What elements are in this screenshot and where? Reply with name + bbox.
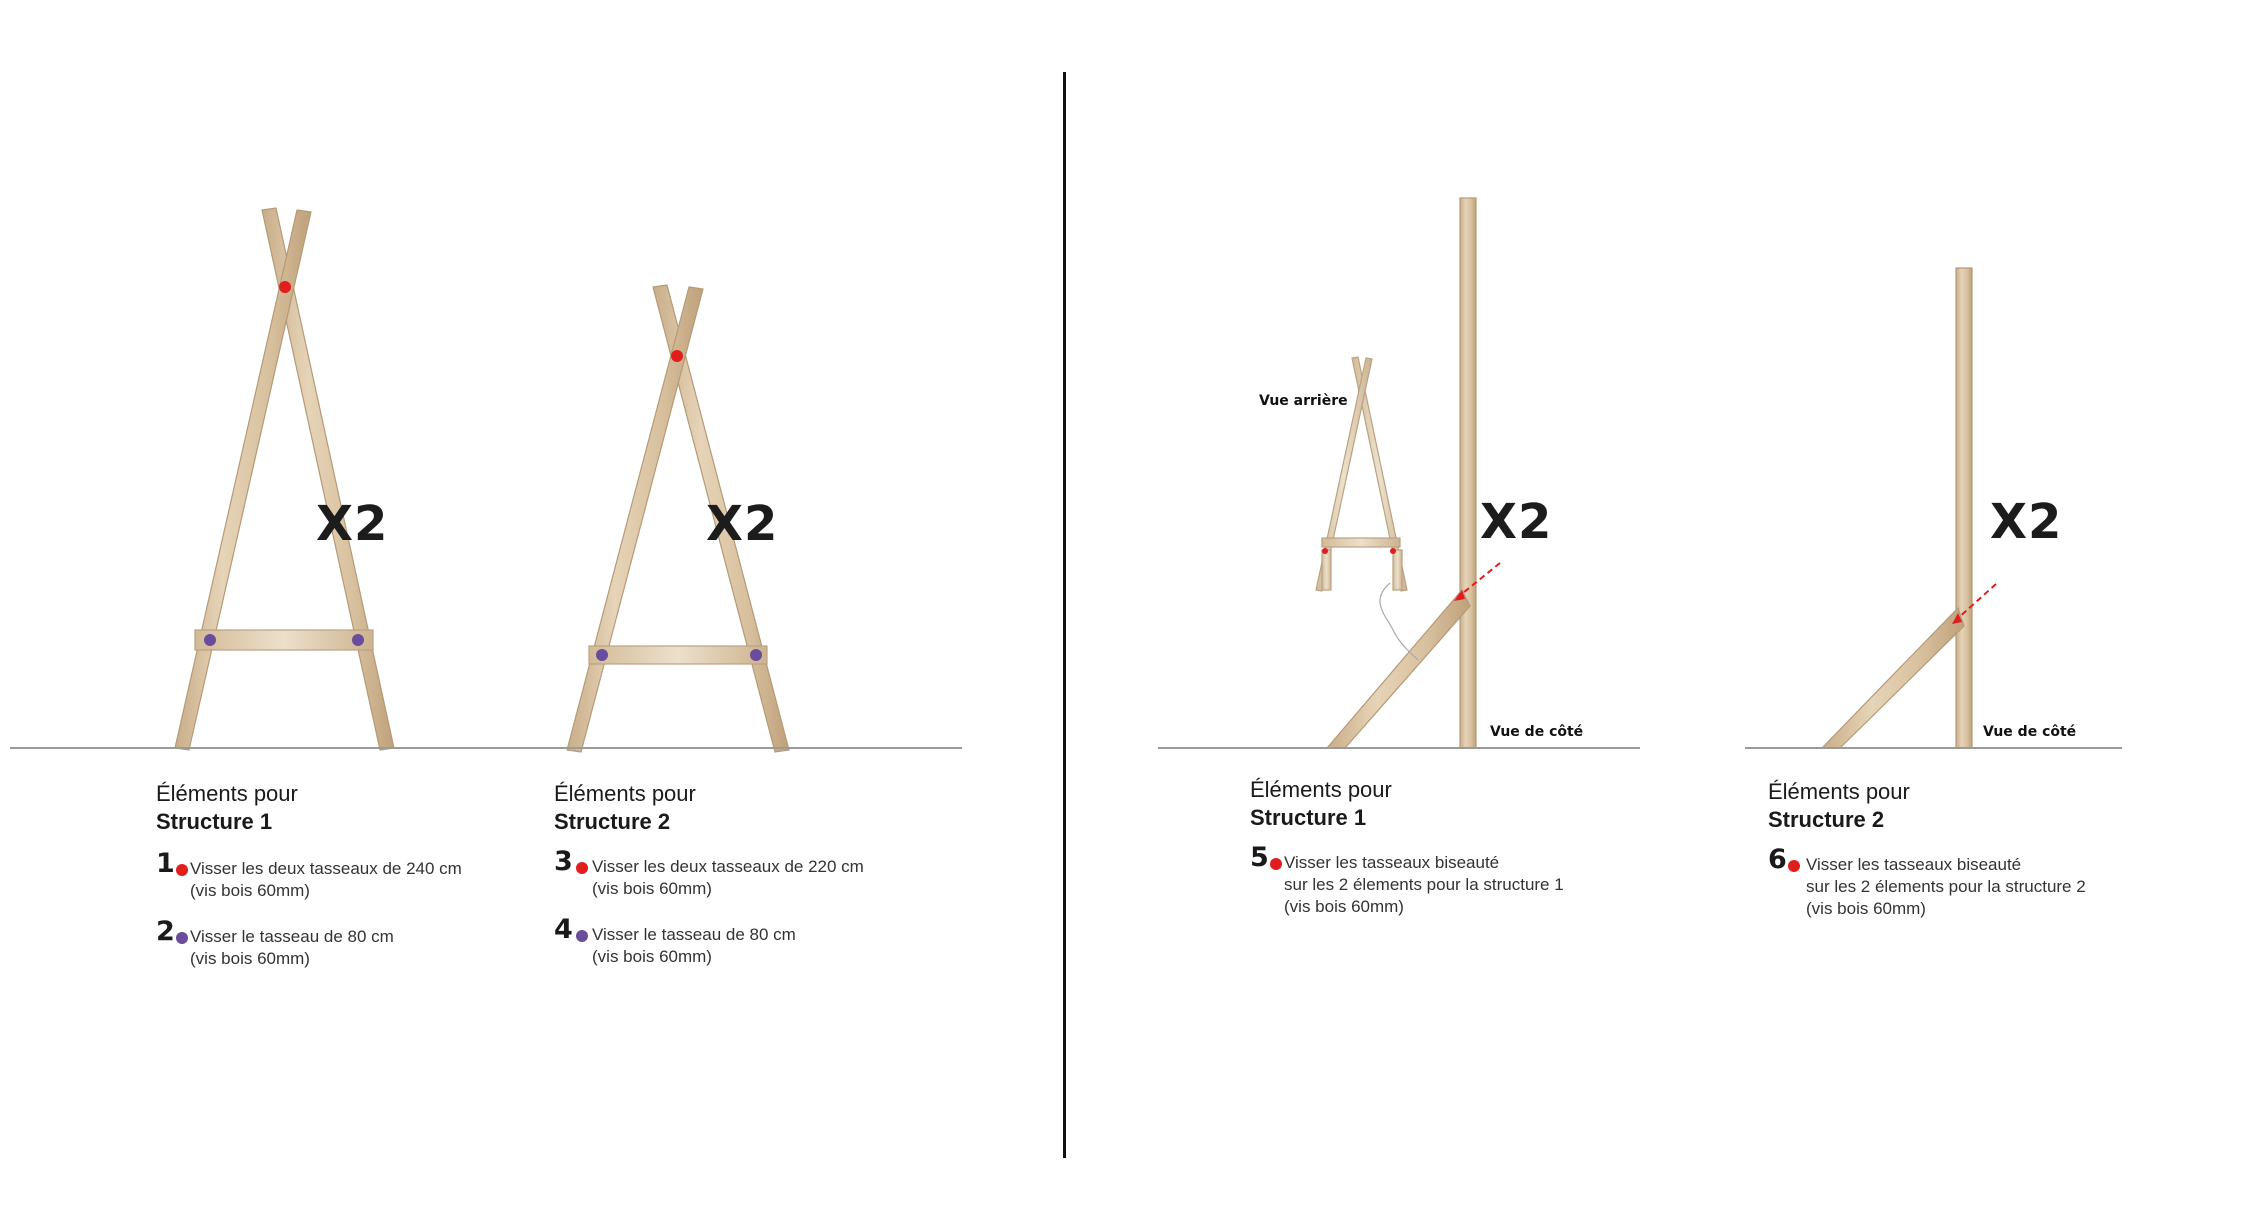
structure-title: Structure 1 bbox=[1250, 805, 1367, 830]
multiplier-label: X2 bbox=[1480, 494, 1553, 550]
instructions-structure-2: Éléments pour Structure 2 3 Visser les d… bbox=[554, 780, 934, 968]
view-label-rear: Vue arrière bbox=[1259, 393, 1348, 409]
step-number: 2 bbox=[156, 916, 175, 947]
panel-divider bbox=[1063, 72, 1066, 1158]
screw-purple-marker bbox=[596, 649, 608, 661]
step-item: 5 Visser les tasseaux biseauté sur les 2… bbox=[1250, 844, 1690, 918]
step-number: 1 bbox=[156, 848, 175, 879]
heading-text: Éléments pour bbox=[1250, 777, 1392, 802]
section-heading: Éléments pour Structure 1 bbox=[1250, 776, 1690, 832]
step-number: 5 bbox=[1250, 842, 1269, 873]
step-text: Visser le tasseau de 80 cm (vis bois 60m… bbox=[592, 925, 796, 966]
multiplier-label: X2 bbox=[706, 496, 779, 552]
screw-red-marker bbox=[671, 350, 683, 362]
step-text: Visser les deux tasseaux de 220 cm (vis … bbox=[592, 857, 864, 898]
screw-purple-marker bbox=[204, 634, 216, 646]
step-item: 1 Visser les deux tasseaux de 240 cm (vi… bbox=[156, 850, 536, 902]
screw-red-marker bbox=[1390, 548, 1396, 554]
screw-red-dot bbox=[576, 862, 588, 874]
a-frame-structure-2 bbox=[566, 284, 790, 753]
screw-red-dot bbox=[176, 864, 188, 876]
section-heading: Éléments pour Structure 2 bbox=[554, 780, 934, 836]
step-item: 6 Visser les tasseaux biseauté sur les 2… bbox=[1768, 846, 2208, 920]
view-label-side: Vue de côté bbox=[1490, 724, 1584, 740]
section-heading: Éléments pour Structure 1 bbox=[156, 780, 536, 836]
side-view-structure-1 bbox=[1325, 197, 1501, 749]
instructions-structure-1-side: Éléments pour Structure 1 5 Visser les t… bbox=[1250, 776, 1690, 918]
structure-title: Structure 2 bbox=[1768, 807, 1885, 832]
screw-purple-dot bbox=[576, 930, 588, 942]
step-number: 4 bbox=[554, 914, 573, 945]
screw-red-marker bbox=[1322, 548, 1328, 554]
section-heading: Éléments pour Structure 2 bbox=[1768, 778, 2208, 834]
screw-purple-dot bbox=[176, 932, 188, 944]
instructions-structure-2-side: Éléments pour Structure 2 6 Visser les t… bbox=[1768, 778, 2208, 920]
step-text: Visser le tasseau de 80 cm (vis bois 60m… bbox=[190, 927, 394, 968]
step-item: 3 Visser les deux tasseaux de 220 cm (vi… bbox=[554, 848, 934, 900]
screw-red-dot bbox=[1788, 860, 1800, 872]
step-text: Visser les tasseaux biseauté sur les 2 é… bbox=[1806, 855, 2086, 918]
heading-text: Éléments pour bbox=[554, 781, 696, 806]
step-number: 6 bbox=[1768, 844, 1787, 875]
heading-text: Éléments pour bbox=[1768, 779, 1910, 804]
multiplier-label: X2 bbox=[316, 496, 389, 552]
step-number: 3 bbox=[554, 846, 573, 877]
rear-view-structure-1 bbox=[1315, 356, 1419, 661]
screw-purple-marker bbox=[750, 649, 762, 661]
view-label-side: Vue de côté bbox=[1983, 724, 2077, 740]
structure-title: Structure 2 bbox=[554, 809, 671, 834]
step-item: 2 Visser le tasseau de 80 cm (vis bois 6… bbox=[156, 918, 536, 970]
screw-red-dot bbox=[1270, 858, 1282, 870]
step-text: Visser les deux tasseaux de 240 cm (vis … bbox=[190, 859, 462, 900]
screw-red-marker bbox=[279, 281, 291, 293]
instructions-structure-1: Éléments pour Structure 1 1 Visser les d… bbox=[156, 780, 536, 970]
step-text: Visser les tasseaux biseauté sur les 2 é… bbox=[1284, 853, 1564, 916]
a-frame-structure-1 bbox=[174, 207, 395, 751]
screw-purple-marker bbox=[352, 634, 364, 646]
structure-title: Structure 1 bbox=[156, 809, 273, 834]
heading-text: Éléments pour bbox=[156, 781, 298, 806]
step-item: 4 Visser le tasseau de 80 cm (vis bois 6… bbox=[554, 916, 934, 968]
multiplier-label: X2 bbox=[1990, 494, 2063, 550]
side-view-structure-2 bbox=[1820, 267, 1997, 749]
